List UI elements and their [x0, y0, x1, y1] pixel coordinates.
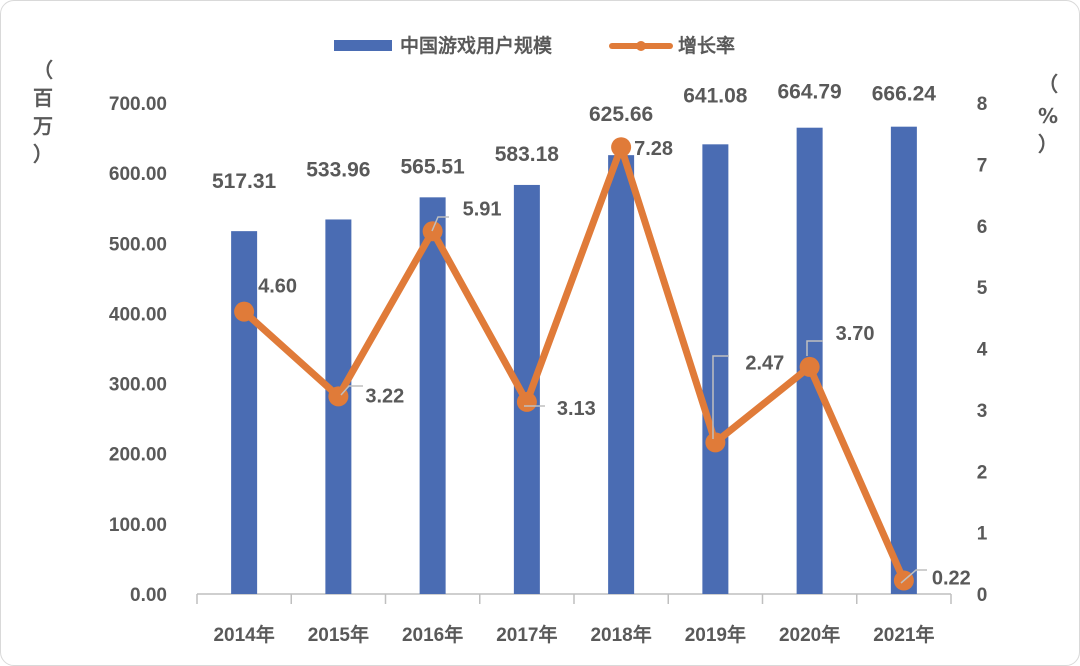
- rate-value-label: 5.91: [463, 198, 502, 220]
- rate-value-label: 3.13: [557, 398, 596, 420]
- bar: [231, 231, 258, 594]
- line-point: [422, 221, 443, 242]
- bar: [702, 144, 729, 594]
- legend-line-marker: [636, 41, 646, 51]
- left-axis-unit-char: 百: [33, 86, 53, 110]
- left-axis-unit-char: （: [33, 58, 53, 82]
- bar-value-label: 533.96: [306, 158, 370, 181]
- bar: [890, 126, 917, 594]
- x-axis-category-label: 2020年: [779, 623, 840, 646]
- right-axis-unit-char: （: [1038, 72, 1058, 96]
- right-axis-tick: 5: [977, 278, 988, 299]
- rate-value-label: 4.60: [258, 276, 297, 298]
- line-point: [705, 432, 726, 453]
- right-axis-tick: 0: [977, 585, 988, 606]
- growth-rate-line: [240, 143, 908, 584]
- bar-value-label: 583.18: [495, 143, 560, 166]
- line-point: [516, 391, 537, 412]
- x-axis-category-label: 2017年: [496, 623, 557, 646]
- right-axis-tick: 2: [977, 462, 988, 483]
- rate-value-label: 3.70: [836, 323, 875, 345]
- right-axis-tick: 1: [977, 524, 988, 545]
- legend-bar-swatch: [334, 40, 392, 51]
- legend-bar-label: 中国游戏用户规模: [400, 34, 553, 57]
- bar-value-label: 565.51: [401, 155, 466, 178]
- left-axis-tick: 600.00: [109, 164, 167, 185]
- rate-label-leader-line: [900, 569, 927, 584]
- rate-value-label: 7.28: [634, 138, 673, 160]
- right-axis-tick: 3: [977, 401, 988, 422]
- right-axis-unit-char: ）: [1038, 132, 1058, 156]
- left-axis-tick: 100.00: [109, 515, 167, 536]
- right-axis-tick: 8: [977, 94, 988, 115]
- right-axis-tick: 4: [977, 340, 988, 361]
- left-axis-tick: 500.00: [109, 234, 167, 255]
- x-axis-category-label: 2015年: [308, 623, 369, 646]
- rate-label-leader-line: [340, 385, 363, 396]
- left-axis-tick: 700.00: [109, 94, 167, 115]
- left-axis-tick: 200.00: [109, 445, 167, 466]
- x-axis-category-label: 2019年: [685, 623, 746, 646]
- left-axis-unit-char: ）: [33, 142, 53, 166]
- x-axis-category-label: 2018年: [590, 623, 651, 646]
- bar-value-label: 625.66: [589, 103, 653, 126]
- rate-value-label: 0.22: [932, 567, 971, 589]
- bar-value-label: 664.79: [778, 81, 842, 104]
- rate-value-label: 3.22: [365, 385, 404, 407]
- legend-line-label: 增长率: [678, 34, 735, 57]
- rate-label-leader-line: [712, 355, 729, 439]
- rate-value-label: 2.47: [745, 352, 784, 374]
- bar: [325, 219, 352, 594]
- left-axis-tick: 400.00: [109, 304, 167, 325]
- rate-label-leader-line: [806, 340, 823, 356]
- bar-value-label: 641.08: [683, 84, 748, 107]
- line-point: [234, 301, 255, 322]
- x-axis-category-label: 2014年: [213, 623, 274, 646]
- right-axis-tick: 7: [977, 155, 988, 176]
- line-point: [799, 356, 820, 377]
- x-axis-category-label: 2021年: [873, 623, 934, 646]
- bar: [608, 155, 635, 594]
- left-axis-tick: 300.00: [109, 375, 167, 396]
- rate-label-leader-line: [431, 216, 449, 232]
- right-axis-tick: 6: [977, 217, 988, 238]
- x-axis-category-label: 2016年: [402, 623, 463, 646]
- bar: [419, 197, 446, 594]
- line-point: [611, 137, 632, 158]
- right-axis-unit-char: %: [1038, 104, 1058, 128]
- bar-value-label: 666.24: [872, 83, 937, 106]
- left-axis-unit-char: 万: [32, 114, 53, 138]
- left-axis-tick: 0.00: [130, 585, 167, 606]
- bar-value-label: 517.31: [212, 170, 277, 193]
